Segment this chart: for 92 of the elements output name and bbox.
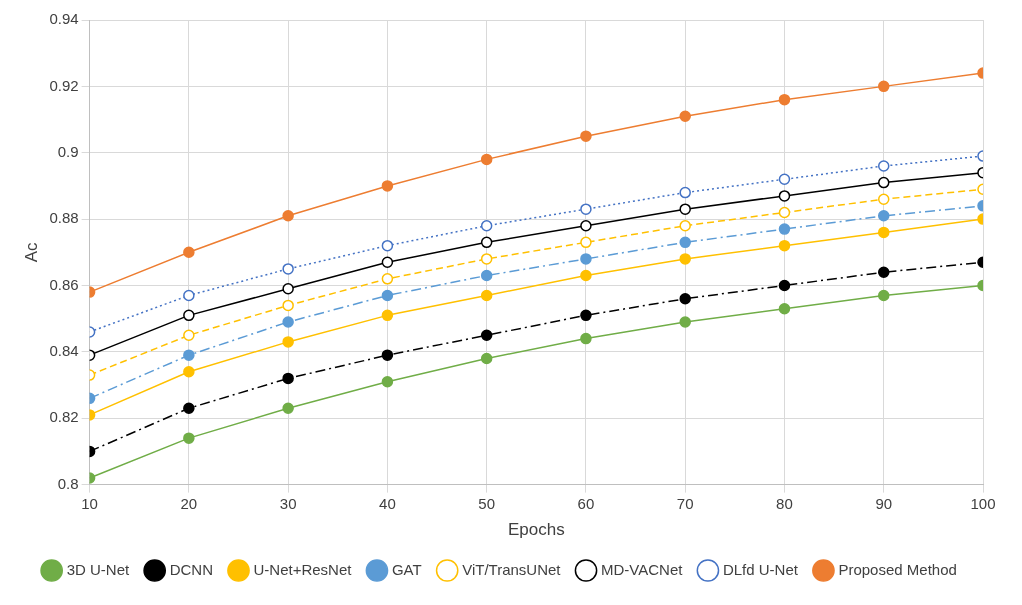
point <box>480 352 493 365</box>
legend-label: DLfd U-Net <box>722 560 799 578</box>
point <box>282 210 294 222</box>
x-tick-label: 30 <box>279 494 297 512</box>
point <box>183 289 195 302</box>
point <box>679 203 691 215</box>
point <box>282 299 294 312</box>
point <box>580 130 592 142</box>
legend-label: DCNN <box>169 560 214 578</box>
point <box>778 190 791 202</box>
point <box>877 266 890 278</box>
point <box>480 269 493 282</box>
point <box>679 293 691 305</box>
point <box>877 289 890 302</box>
point <box>877 210 890 222</box>
point <box>679 236 691 249</box>
y-tick-label: 0.86 <box>49 275 79 293</box>
point <box>282 316 294 328</box>
point <box>480 236 493 249</box>
y-tick-label: 0.84 <box>49 342 79 359</box>
point <box>381 309 394 322</box>
point <box>580 203 592 215</box>
point <box>778 302 791 315</box>
point <box>282 283 294 295</box>
point <box>580 332 592 345</box>
x-tick-label: 10 <box>81 494 98 512</box>
point <box>580 220 592 232</box>
point <box>183 329 195 342</box>
point <box>282 336 294 348</box>
point <box>877 226 890 239</box>
legend-label: ViT/TransUNet <box>462 560 562 578</box>
x-tick-label: 80 <box>776 494 793 512</box>
point <box>480 329 493 342</box>
point <box>580 269 592 282</box>
y-tick-label: 0.88 <box>49 209 79 227</box>
point <box>282 263 294 275</box>
point <box>480 220 493 232</box>
point <box>183 432 195 444</box>
point <box>282 402 294 415</box>
point <box>381 273 394 285</box>
point <box>679 186 691 199</box>
point <box>877 160 890 172</box>
y-tick-label: 0.9 <box>57 142 79 160</box>
point <box>381 349 394 361</box>
point <box>580 236 592 249</box>
point <box>183 366 195 378</box>
point <box>480 253 493 265</box>
x-tick-label: 50 <box>478 494 496 512</box>
point <box>381 289 394 302</box>
x-tick-label: 20 <box>180 494 198 512</box>
point <box>778 279 791 292</box>
point <box>381 375 394 388</box>
point <box>778 223 791 235</box>
point <box>580 253 592 265</box>
point <box>282 372 294 385</box>
point <box>381 256 394 269</box>
x-tick-label: 40 <box>379 494 396 512</box>
y-tick-label: 0.94 <box>49 10 79 28</box>
x-axis-title: Epochs <box>507 520 565 540</box>
y-tick-label: 0.92 <box>49 76 79 94</box>
point <box>381 180 394 192</box>
point <box>679 253 691 265</box>
point <box>580 309 592 322</box>
y-tick-label: 0.82 <box>49 408 79 426</box>
point <box>679 220 691 232</box>
point <box>183 349 195 361</box>
x-tick-label: 90 <box>875 494 893 512</box>
point <box>480 289 493 302</box>
x-tick-label: 70 <box>676 494 694 512</box>
point <box>183 309 195 322</box>
point <box>381 239 394 252</box>
point <box>877 80 890 93</box>
y-tick-label: 0.8 <box>57 474 79 492</box>
legend-label: U-Net+ResNet <box>253 560 353 578</box>
point <box>877 193 890 205</box>
legend-label: 3D U-Net <box>66 560 130 578</box>
x-tick-label: 60 <box>577 494 595 512</box>
x-tick-label: 100 <box>970 494 996 512</box>
legend-label: Proposed Method <box>838 560 957 578</box>
point <box>480 153 493 166</box>
point <box>877 176 890 189</box>
point <box>778 93 791 106</box>
point <box>183 402 195 415</box>
legend-label: GAT <box>391 560 422 578</box>
point <box>778 239 791 252</box>
point <box>778 206 791 219</box>
point <box>679 316 691 328</box>
legend-label: MD-VACNet <box>601 560 684 578</box>
point <box>778 173 791 186</box>
y-axis-title: Ac <box>21 241 41 263</box>
point <box>183 246 195 259</box>
point <box>679 110 691 122</box>
